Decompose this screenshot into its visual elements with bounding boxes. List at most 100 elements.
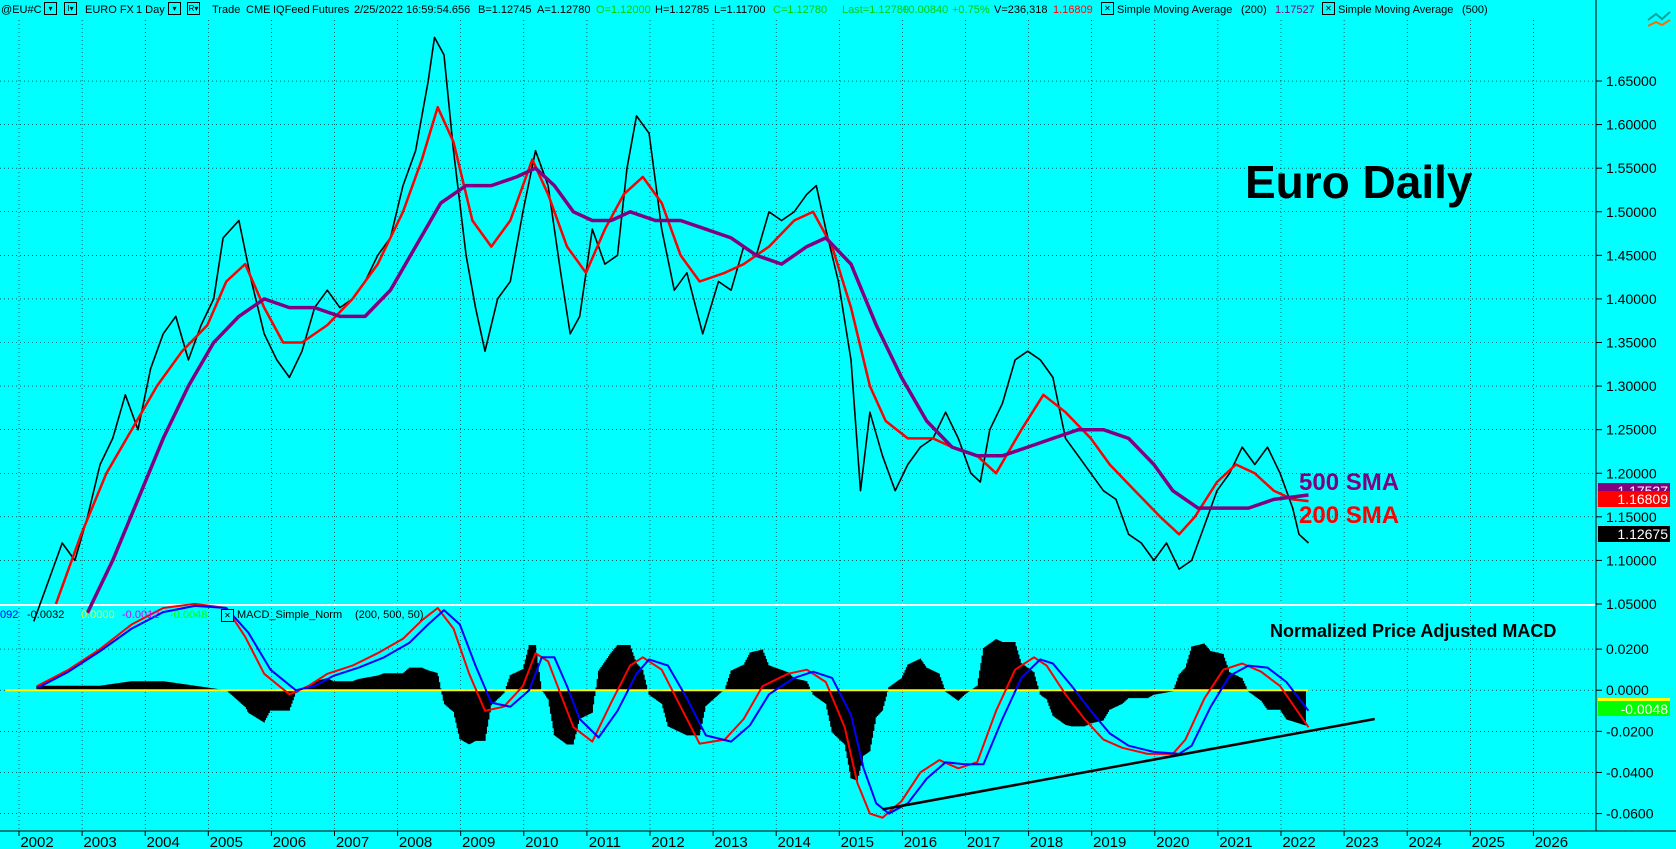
price-tick-label: 1.10000 [1606, 552, 1657, 568]
price-series-line [33, 36, 1310, 622]
mode: Trade [212, 4, 241, 16]
time-tick-label: 2014 [778, 834, 811, 849]
sma200-label: 200 SMA [1299, 502, 1399, 529]
sma500-series-line [85, 166, 1309, 614]
study1-name[interactable]: Simple Moving Average [1117, 4, 1233, 16]
macd-params: (200, 500, 50) [355, 609, 424, 621]
time-tick-label: 2005 [210, 834, 243, 849]
macd-histogram-bars [36, 639, 1306, 781]
macd-title: Normalized Price Adjusted MACD [1270, 621, 1556, 641]
interval-dropdown-icon[interactable]: ▾ [168, 2, 181, 15]
price-tick-label: 1.50000 [1606, 204, 1657, 220]
time-tick-label: 2002 [20, 834, 53, 849]
sma500-value: 1.17527 [1275, 4, 1315, 16]
price-tick-label: 1.20000 [1606, 465, 1657, 481]
time-tick-label: 2007 [336, 834, 369, 849]
macd-tick-label: -0.0600 [1606, 806, 1654, 822]
macd-fast-line [36, 602, 1310, 819]
close-macd-icon[interactable]: ✕ [221, 609, 234, 622]
chart-header-bar: @EU#C ▾ I▾ EURO FX 1 Day ▾ R▾ Trade CME … [0, 0, 1590, 20]
open: O=1.12000 [596, 4, 651, 16]
time-tick-label: 2015 [841, 834, 874, 849]
close-study2-icon[interactable]: ✕ [1322, 2, 1335, 15]
instrument-menu-icon[interactable]: I▾ [64, 2, 77, 15]
macd-v5: -0.0048 [170, 609, 208, 621]
macd-v4: -0.0012 [122, 609, 160, 621]
time-tick-label: 2017 [967, 834, 1000, 849]
sma500-label: 500 SMA [1299, 469, 1399, 496]
time-tick-label: 2024 [1409, 834, 1442, 849]
change-pct: +0.75% [952, 4, 990, 16]
sma200-value: 1.16809 [1053, 4, 1093, 16]
high: H=1.12785 [655, 4, 710, 16]
price-tick-label: 1.55000 [1606, 160, 1657, 176]
volume: V=236,318 [994, 4, 1048, 16]
macd-signal-line [36, 604, 1310, 815]
symbol[interactable]: @EU#C [1, 4, 42, 16]
price-tick-label: 1.65000 [1606, 73, 1657, 89]
price-tick-label: 1.15000 [1606, 509, 1657, 525]
symbol-dropdown-icon[interactable]: ▾ [44, 2, 57, 15]
macd-tick-label: 0.0000 [1606, 682, 1649, 698]
close-study1-icon[interactable]: ✕ [1101, 2, 1114, 15]
study2-name[interactable]: Simple Moving Average [1338, 4, 1454, 16]
trendline [882, 717, 1375, 811]
type: Futures [312, 4, 350, 16]
macd-v1: 092 [0, 609, 19, 621]
last-price-tag: 1.12675 [1598, 526, 1670, 542]
price-tick-label: 1.30000 [1606, 378, 1657, 394]
macd-v2: -0.0032 [27, 609, 65, 621]
chart-grid [0, 20, 1596, 831]
sma200-price-tag: 1.16809 [1598, 491, 1670, 507]
logo-icon [1647, 11, 1671, 27]
price-axis-ticks: 1.05000 1.10000 1.15000 1.20000 1.25000 1.300… [1596, 73, 1657, 822]
interval[interactable]: 1 Day [136, 4, 165, 16]
time-tick-label: 2020 [1156, 834, 1189, 849]
time-tick-label: 2011 [589, 834, 621, 849]
time-tick-label: 2023 [1345, 834, 1378, 849]
macd-tick-label: -0.0200 [1606, 723, 1654, 739]
instrument: EURO FX [85, 4, 134, 16]
macd-study[interactable]: MACD_Simple_Norm [237, 609, 343, 621]
price-tick-label: 1.25000 [1606, 422, 1657, 438]
macd-tick-label: 0.0200 [1606, 641, 1649, 657]
sma200-series-line [54, 105, 1309, 605]
time-tick-label: 2018 [1030, 834, 1063, 849]
macd-histogram [36, 639, 1306, 781]
study1-param: (200) [1241, 4, 1267, 16]
time-tick-label: 2026 [1535, 834, 1568, 849]
time-tick-label: 2006 [273, 834, 306, 849]
price-tick-label: 1.45000 [1606, 247, 1657, 263]
macd-tick-label: -0.0400 [1606, 764, 1654, 780]
chart-title: Euro Daily [1245, 156, 1473, 208]
change: +0.00840 [902, 4, 949, 16]
time-tick-label: 2022 [1282, 834, 1315, 849]
time-tick-label: 2025 [1472, 834, 1505, 849]
price-tick-label: 1.35000 [1606, 335, 1657, 351]
feed: IQFeed [273, 4, 310, 16]
time-tick-label: 2021 [1219, 834, 1252, 849]
range-menu-icon[interactable]: R▾ [187, 2, 200, 15]
macd-v3: 0.0000 [81, 609, 115, 621]
macd-price-tag: -0.0048 [1598, 698, 1670, 717]
series-layer [5, 36, 1375, 819]
close: C=1.12780 [773, 4, 828, 16]
low: L=1.11700 [714, 4, 766, 16]
time-tick-label: 2008 [399, 834, 432, 849]
price-tick-label: 1.60000 [1606, 117, 1657, 133]
time-tick-label: 2003 [83, 834, 116, 849]
ask: A=1.12780 [537, 4, 591, 16]
time-tick-label: 2016 [904, 834, 937, 849]
exchange: CME [246, 4, 271, 16]
price-tick-label: 1.05000 [1606, 596, 1657, 612]
time-tick-label: 2010 [525, 834, 558, 849]
last: Last=1.12780 [842, 4, 909, 16]
time-tick-label: 2019 [1093, 834, 1126, 849]
time-tick-label: 2013 [714, 834, 747, 849]
bid: B=1.12745 [478, 4, 532, 16]
datetime: 2/25/2022 16:59:54.656 [354, 4, 471, 16]
study2-param: (500) [1462, 4, 1488, 16]
price-tick-label: 1.40000 [1606, 291, 1657, 307]
time-axis-ticks: 2002 2003 2004 2005 2006 2007 2008 2009 2010 2011… [18, 831, 1568, 849]
